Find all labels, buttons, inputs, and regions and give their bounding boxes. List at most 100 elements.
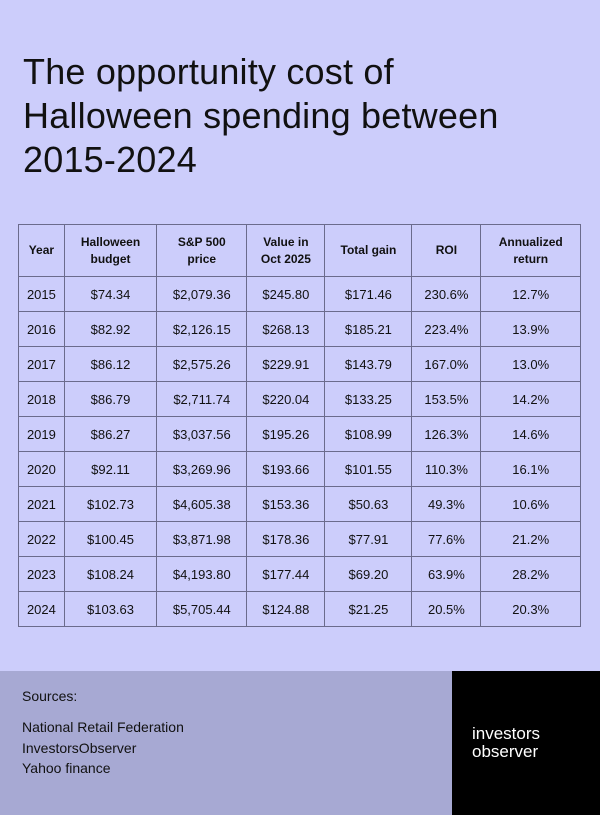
- table-row: 2018 $86.79 $2,711.74 $220.04 $133.25 153.5% 1…: [18, 381, 581, 417]
- table-cell: $86.79: [63, 381, 158, 417]
- column-header-text: ROI: [435, 243, 458, 257]
- table-cell: $2,711.74: [156, 381, 248, 417]
- table-cell: $143.79: [324, 346, 413, 382]
- table-cell: $2,079.36: [156, 276, 248, 312]
- column-header-text: S&P 500: [177, 234, 226, 249]
- table-cell: $50.63: [324, 486, 413, 522]
- table-cell: 13.9%: [480, 311, 581, 347]
- table-cell: $5,705.44: [156, 591, 248, 627]
- table-cell: $229.91: [246, 346, 326, 382]
- logo-panel: investors observer: [452, 671, 600, 815]
- table-cell: $4,605.38: [156, 486, 248, 522]
- investors-observer-logo: investors observer: [472, 725, 540, 761]
- logo-line-1: investors: [472, 724, 541, 743]
- table-cell: $108.99: [324, 416, 413, 452]
- table-cell: $178.36: [246, 521, 326, 557]
- table-body: 2015 $74.34 $2,079.36 $245.80 $171.46 230.6% 1…: [18, 276, 581, 627]
- column-header-text: Annualized: [498, 234, 563, 249]
- table-cell: $177.44: [246, 556, 326, 592]
- sources-list: National Retail Federation InvestorsObse…: [22, 717, 184, 779]
- table-row: 2019 $86.27 $3,037.56 $195.26 $108.99 126.3% 1…: [18, 416, 581, 452]
- table-cell: $74.34: [63, 276, 158, 312]
- source-item: Yahoo finance: [22, 760, 111, 776]
- table-cell: $100.45: [63, 521, 158, 557]
- table-cell: 13.0%: [480, 346, 581, 382]
- column-header-text: Total gain: [340, 243, 397, 257]
- table-cell: $102.73: [63, 486, 158, 522]
- column-header-text: Year: [28, 243, 55, 257]
- table-cell: 2019: [18, 416, 65, 452]
- page-title: The opportunity cost of Halloween spendi…: [23, 50, 583, 182]
- table-cell: $4,193.80: [156, 556, 248, 592]
- column-header-text: budget: [90, 251, 131, 266]
- table-cell: $220.04: [246, 381, 326, 417]
- table-cell: $133.25: [324, 381, 413, 417]
- column-header: ROI: [411, 224, 482, 277]
- column-header: Year: [18, 224, 65, 277]
- table-cell: $92.11: [63, 451, 158, 487]
- table-cell: 2023: [18, 556, 65, 592]
- title-line-3: 2015-2024: [23, 139, 197, 180]
- table-cell: 2021: [18, 486, 65, 522]
- table-cell: 2018: [18, 381, 65, 417]
- table-cell: $77.91: [324, 521, 413, 557]
- column-header-text: Oct 2025: [260, 251, 311, 266]
- table-cell: 2017: [18, 346, 65, 382]
- table-cell: $3,269.96: [156, 451, 248, 487]
- source-item: National Retail Federation: [22, 719, 184, 735]
- table-cell: $185.21: [324, 311, 413, 347]
- table-row: 2015 $74.34 $2,079.36 $245.80 $171.46 230.6% 1…: [18, 276, 581, 312]
- table-row: 2020 $92.11 $3,269.96 $193.66 $101.55 110.3% 1…: [18, 451, 581, 487]
- logo-line-2: observer: [472, 742, 539, 761]
- table-cell: 28.2%: [480, 556, 581, 592]
- table-cell: 2015: [18, 276, 65, 312]
- table-cell: 77.6%: [411, 521, 482, 557]
- column-header: S&P 500 price: [156, 224, 248, 277]
- table-cell: 10.6%: [480, 486, 581, 522]
- table-cell: 49.3%: [411, 486, 482, 522]
- column-header: Total gain: [324, 224, 413, 277]
- table-cell: $195.26: [246, 416, 326, 452]
- table-cell: $86.12: [63, 346, 158, 382]
- table-cell: $268.13: [246, 311, 326, 347]
- table-cell: 2016: [18, 311, 65, 347]
- table-cell: $103.63: [63, 591, 158, 627]
- column-header-text: return: [513, 251, 549, 266]
- table-cell: 2024: [18, 591, 65, 627]
- column-header-text: Value in: [263, 234, 309, 249]
- table-cell: $124.88: [246, 591, 326, 627]
- table-cell: 14.6%: [480, 416, 581, 452]
- table-cell: 12.7%: [480, 276, 581, 312]
- table-cell: $3,871.98: [156, 521, 248, 557]
- table-cell: $69.20: [324, 556, 413, 592]
- table-cell: 126.3%: [411, 416, 482, 452]
- table-cell: $86.27: [63, 416, 158, 452]
- table-cell: $171.46: [324, 276, 413, 312]
- table-cell: 63.9%: [411, 556, 482, 592]
- table-cell: 223.4%: [411, 311, 482, 347]
- table-cell: $2,126.15: [156, 311, 248, 347]
- column-header: Value in Oct 2025: [246, 224, 326, 277]
- title-line-1: The opportunity cost of: [23, 51, 394, 92]
- table-cell: $2,575.26: [156, 346, 248, 382]
- table-cell: $3,037.56: [156, 416, 248, 452]
- column-header-text: price: [187, 251, 217, 266]
- table-cell: 110.3%: [411, 451, 482, 487]
- title-line-2: Halloween spending between: [23, 95, 499, 136]
- table-cell: $193.66: [246, 451, 326, 487]
- column-header: Halloween budget: [63, 224, 158, 277]
- table-cell: 20.5%: [411, 591, 482, 627]
- table-row: 2021 $102.73 $4,605.38 $153.36 $50.63 49.3% 10…: [18, 486, 581, 522]
- table-row: 2024 $103.63 $5,705.44 $124.88 $21.25 20.5% 20…: [18, 591, 581, 627]
- table-cell: 20.3%: [480, 591, 581, 627]
- table-cell: $108.24: [63, 556, 158, 592]
- table-cell: 230.6%: [411, 276, 482, 312]
- table-header-row: Year Halloween budget S&P 500 price Value in O…: [18, 224, 581, 277]
- table-row: 2023 $108.24 $4,193.80 $177.44 $69.20 63.9% 28…: [18, 556, 581, 592]
- table-row: 2022 $100.45 $3,871.98 $178.36 $77.91 77.6% 21…: [18, 521, 581, 557]
- table-cell: 21.2%: [480, 521, 581, 557]
- table-cell: 2022: [18, 521, 65, 557]
- sources-panel: Sources: National Retail Federation Inve…: [0, 671, 452, 815]
- table-cell: $101.55: [324, 451, 413, 487]
- table-row: 2016 $82.92 $2,126.15 $268.13 $185.21 223.4% 1…: [18, 311, 581, 347]
